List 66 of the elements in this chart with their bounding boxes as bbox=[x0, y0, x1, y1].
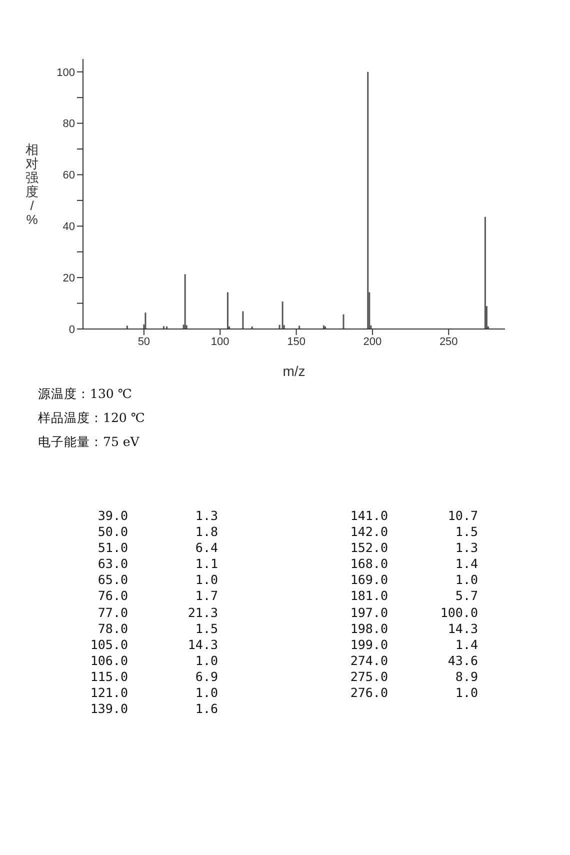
text: 105.0 bbox=[89, 636, 128, 653]
text: 63.0 bbox=[96, 556, 128, 572]
text: 77.0 bbox=[96, 604, 128, 621]
text: 1.0 bbox=[194, 652, 218, 669]
text: 1.1 bbox=[194, 556, 218, 572]
text: 14.3 bbox=[446, 620, 478, 637]
text: 106.0 bbox=[89, 652, 128, 669]
text: 121.0 bbox=[89, 685, 128, 702]
text: 199.0 bbox=[349, 636, 388, 653]
text: 样品温度：120 ℃ bbox=[38, 410, 145, 427]
text: 100.0 bbox=[439, 604, 478, 621]
text: 168.0 bbox=[349, 556, 388, 572]
y-tick-label: 100 bbox=[56, 66, 75, 79]
text: 14.3 bbox=[186, 636, 218, 653]
text: 76.0 bbox=[96, 588, 128, 605]
text: 源温度：130 ℃ bbox=[38, 386, 133, 403]
y-axis-title: 相对强度/% bbox=[26, 142, 38, 227]
text: 1.7 bbox=[194, 588, 218, 605]
x-tick-label: 200 bbox=[363, 336, 382, 348]
text: 1.0 bbox=[454, 685, 478, 702]
y-tick-label: 40 bbox=[62, 221, 75, 234]
x-tick-label: 100 bbox=[210, 336, 230, 348]
text: 169.0 bbox=[349, 572, 388, 588]
text: 1.3 bbox=[454, 540, 478, 556]
text: 1.0 bbox=[194, 685, 218, 702]
text: 1.8 bbox=[194, 524, 218, 540]
text: 8.9 bbox=[454, 668, 478, 686]
text: 6.9 bbox=[194, 668, 218, 686]
text: 115.0 bbox=[89, 668, 128, 686]
text: 197.0 bbox=[349, 604, 388, 621]
text: 10.7 bbox=[446, 508, 478, 524]
y-tick-label: 60 bbox=[62, 170, 75, 182]
text: 139.0 bbox=[89, 701, 128, 718]
text: 1.4 bbox=[454, 636, 478, 653]
text: 276.0 bbox=[349, 685, 388, 702]
y-tick-label: 20 bbox=[62, 272, 75, 284]
text: 51.0 bbox=[96, 540, 128, 556]
text: 43.6 bbox=[446, 652, 478, 669]
x-axis-title: m/z bbox=[282, 363, 306, 379]
text: 1.5 bbox=[194, 620, 218, 637]
x-tick-label: 50 bbox=[138, 336, 150, 348]
text: 5.7 bbox=[454, 588, 478, 605]
text: 275.0 bbox=[349, 668, 388, 686]
text: 1.3 bbox=[194, 508, 218, 524]
text: 152.0 bbox=[349, 540, 388, 556]
y-tick-label: 0 bbox=[68, 324, 75, 336]
text: 1.0 bbox=[194, 572, 218, 588]
text: 21.3 bbox=[186, 604, 218, 621]
text: 电子能量：75 eV bbox=[38, 434, 140, 451]
x-tick-label: 250 bbox=[439, 336, 458, 348]
x-tick-label: 150 bbox=[287, 336, 306, 348]
text: 1.4 bbox=[454, 556, 478, 572]
text: 1.5 bbox=[454, 524, 478, 540]
text: 6.4 bbox=[194, 540, 218, 556]
text: 78.0 bbox=[96, 620, 128, 637]
text: 39.0 bbox=[96, 508, 128, 524]
text: 50.0 bbox=[96, 524, 128, 540]
text: 142.0 bbox=[349, 524, 388, 540]
text: 65.0 bbox=[96, 572, 128, 588]
text: 181.0 bbox=[349, 588, 388, 605]
text: 141.0 bbox=[349, 508, 388, 524]
text: 1.0 bbox=[454, 572, 478, 588]
y-tick-label: 80 bbox=[62, 118, 75, 130]
text: 1.6 bbox=[194, 701, 218, 718]
text: 198.0 bbox=[349, 620, 388, 637]
text: 274.0 bbox=[349, 652, 388, 669]
